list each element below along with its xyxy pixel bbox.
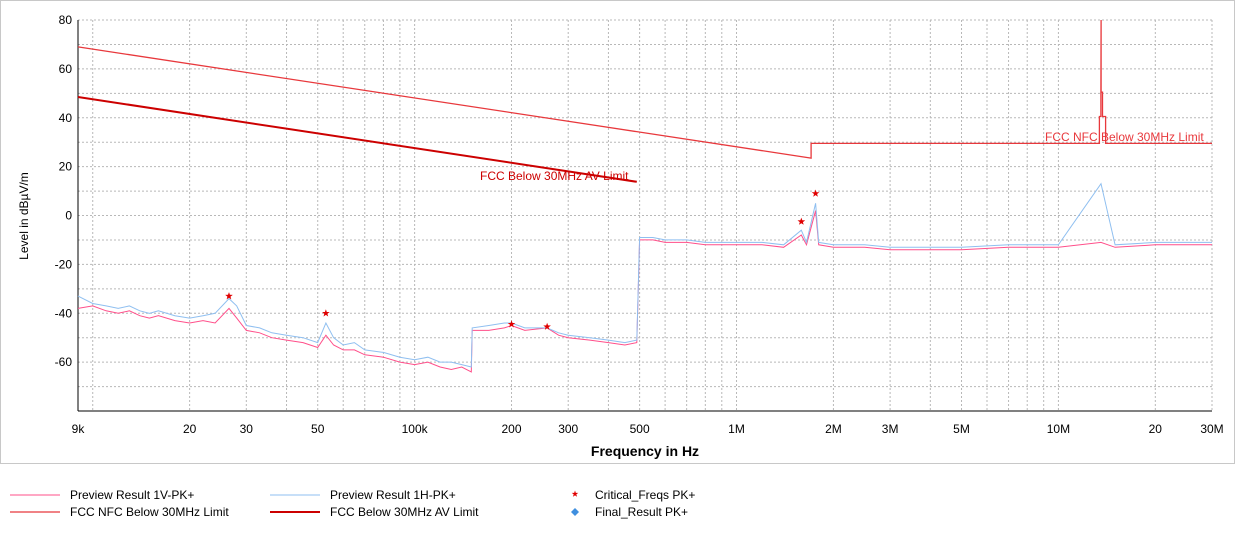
y-tick-label: 80 — [59, 13, 73, 27]
y-tick-label: 0 — [65, 209, 72, 223]
x-tick-label: 3M — [882, 422, 899, 436]
x-tick-label: 500 — [630, 422, 650, 436]
series-line — [77, 210, 1212, 373]
legend-label: Final_Result PK+ — [595, 505, 688, 519]
critical-marker — [322, 309, 330, 317]
x-tick-label: 200 — [502, 422, 522, 436]
x-axis-title: Frequency in Hz — [591, 443, 699, 459]
legend-swatch — [571, 508, 579, 516]
x-tick-label: 5M — [953, 422, 970, 436]
x-tick-label: 10M — [1047, 422, 1070, 436]
x-tick-label: 50 — [311, 422, 325, 436]
x-tick-label: 300 — [558, 422, 578, 436]
x-tick-label: 30 — [240, 422, 254, 436]
x-tick-label: 30M — [1200, 422, 1223, 436]
x-tick-label: 20 — [1149, 422, 1163, 436]
x-tick-label: 20 — [183, 422, 197, 436]
x-tick-label: 1M — [728, 422, 745, 436]
y-tick-label: 20 — [59, 160, 73, 174]
x-tick-label: 100k — [402, 422, 429, 436]
plot-area — [78, 20, 1212, 411]
y-tick-label: -40 — [55, 306, 73, 320]
critical-marker — [811, 189, 820, 197]
critical-marker — [507, 320, 516, 328]
series-line — [77, 19, 1212, 159]
critical-marker — [225, 292, 233, 300]
legend-label: Preview Result 1H-PK+ — [330, 488, 456, 502]
legend-label: Preview Result 1V-PK+ — [70, 488, 194, 502]
y-tick-label: -60 — [55, 355, 73, 369]
x-tick-label: 2M — [825, 422, 842, 436]
y-tick-label: 60 — [59, 62, 73, 76]
critical-marker — [543, 322, 551, 330]
series-line — [77, 182, 1212, 368]
limit-label: FCC NFC Below 30MHz Limit — [1045, 130, 1204, 144]
legend-swatch — [571, 490, 579, 497]
y-tick-label: -20 — [55, 257, 73, 271]
y-tick-label: 40 — [59, 111, 73, 125]
legend-label: Critical_Freqs PK+ — [595, 488, 695, 502]
limit-label: FCC Below 30MHz AV Limit — [480, 169, 629, 183]
legend-label: FCC Below 30MHz AV Limit — [330, 505, 479, 519]
legend-label: FCC NFC Below 30MHz Limit — [70, 505, 229, 519]
y-axis-title: Level in dBµV/m — [17, 172, 31, 260]
series-line — [77, 96, 637, 183]
critical-marker — [797, 217, 806, 225]
x-tick-label: 9k — [72, 422, 86, 436]
